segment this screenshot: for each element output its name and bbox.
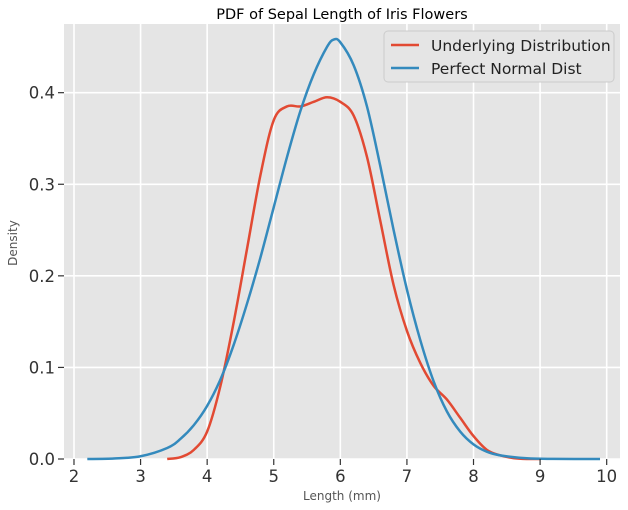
y-tick-label: 0.4 (29, 84, 55, 103)
x-tick-label: 10 (596, 467, 617, 486)
legend-frame (383, 30, 615, 83)
x-tick-label: 7 (402, 467, 413, 486)
x-tick-label: 8 (468, 467, 479, 486)
grid (64, 24, 620, 460)
series-line-underlying-distribution (167, 96, 541, 461)
x-tick-label: 9 (535, 467, 546, 486)
tick-layer: 2 3 4 5 6 7 8 9 10 0.0 0.1 0.2 0.3 0.4 (29, 84, 617, 486)
y-tick-label: 0.1 (29, 358, 55, 377)
series-line-perfect-normal (87, 37, 601, 461)
legend: Underlying Distribution Perfect Normal D… (383, 30, 615, 83)
y-tick-label: 0.2 (29, 267, 55, 286)
x-tick-label: 4 (202, 467, 213, 486)
legend-label-normal: Perfect Normal Dist (431, 60, 582, 78)
y-tick-label: 0.0 (29, 450, 55, 469)
y-tick-label: 0.3 (29, 175, 55, 194)
y-axis-label: Density (6, 220, 20, 266)
x-tick-label: 6 (335, 467, 346, 486)
plot-area (64, 24, 620, 459)
x-tick-label: 2 (69, 467, 80, 486)
series-layer (87, 37, 601, 461)
legend-label-underlying: Underlying Distribution (431, 37, 611, 55)
x-tick-label: 3 (135, 467, 146, 486)
x-axis-label: Length (mm) (303, 489, 381, 503)
chart-title: PDF of Sepal Length of Iris Flowers (216, 7, 467, 23)
x-tick-label: 5 (268, 467, 279, 486)
